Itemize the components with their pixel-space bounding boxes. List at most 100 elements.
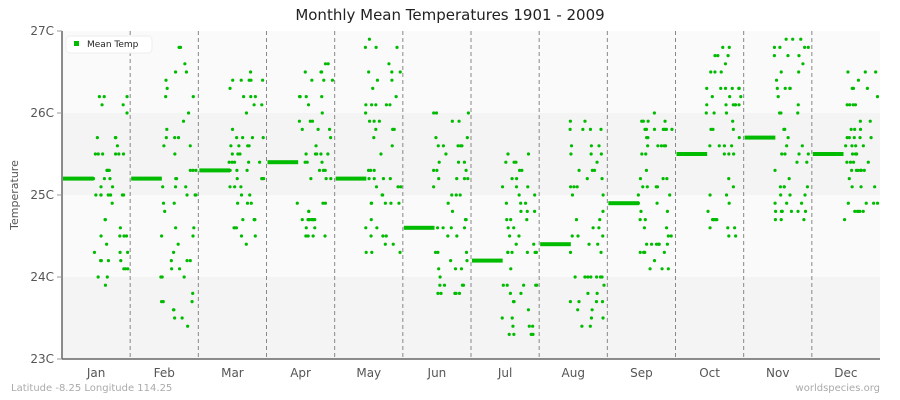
data-point <box>789 209 794 213</box>
data-point <box>856 78 861 82</box>
data-point <box>654 242 659 246</box>
data-point <box>730 86 734 90</box>
data-point <box>387 62 391 66</box>
data-point <box>850 168 854 172</box>
data-point <box>177 267 182 271</box>
data-point <box>845 103 849 107</box>
mean-line <box>131 176 162 181</box>
data-point <box>594 275 599 279</box>
data-point <box>441 144 445 148</box>
data-point <box>649 242 654 246</box>
data-point <box>858 136 862 140</box>
data-point <box>115 144 120 148</box>
data-point <box>323 168 327 172</box>
data-point <box>188 259 192 263</box>
data-point <box>190 300 194 304</box>
data-point <box>126 250 130 254</box>
data-point <box>654 185 658 189</box>
data-point <box>730 144 734 148</box>
data-point <box>527 324 531 328</box>
data-point <box>728 95 732 99</box>
data-point <box>309 177 313 181</box>
data-point <box>93 152 97 156</box>
data-point <box>391 242 395 246</box>
data-point <box>525 250 529 254</box>
data-point <box>665 209 670 213</box>
x-tick-label: Feb <box>154 366 175 380</box>
data-point <box>597 226 601 230</box>
data-point <box>370 250 374 254</box>
data-point <box>644 168 649 172</box>
data-point <box>585 177 589 181</box>
data-point <box>731 119 735 123</box>
mean-line <box>199 168 231 173</box>
data-point <box>239 193 244 197</box>
data-point <box>852 136 856 140</box>
data-point <box>117 152 121 156</box>
data-point <box>246 144 250 148</box>
data-point <box>392 127 396 131</box>
data-point <box>250 136 255 140</box>
data-point <box>315 152 319 156</box>
data-point <box>100 103 104 107</box>
y-tick-label: 25C <box>30 188 54 202</box>
data-point <box>796 103 800 107</box>
data-point <box>102 95 106 99</box>
data-point <box>390 144 394 148</box>
data-point <box>773 168 777 172</box>
data-point <box>161 300 165 304</box>
data-point <box>657 242 661 246</box>
data-point <box>364 250 368 254</box>
data-point <box>99 185 103 189</box>
data-point <box>875 201 880 205</box>
data-point <box>652 127 657 131</box>
data-point <box>394 95 398 99</box>
data-point <box>261 78 265 82</box>
data-point <box>310 119 315 123</box>
data-point <box>862 168 866 172</box>
data-point <box>803 209 808 213</box>
data-point <box>525 209 529 213</box>
data-point <box>848 103 852 107</box>
data-point <box>786 136 790 140</box>
chart-title: Monthly Mean Temperatures 1901 - 2009 <box>295 6 605 24</box>
data-point <box>169 259 173 263</box>
data-point <box>665 177 669 181</box>
data-point <box>783 127 787 131</box>
data-point <box>173 152 177 156</box>
data-point <box>727 201 731 205</box>
data-point <box>778 45 782 50</box>
data-point <box>599 152 603 156</box>
data-point <box>517 193 521 197</box>
data-point <box>570 193 575 197</box>
data-point <box>506 152 510 156</box>
data-point <box>723 86 728 90</box>
data-point <box>846 70 850 74</box>
data-point <box>662 250 666 254</box>
data-point <box>181 119 186 123</box>
data-point <box>783 86 787 90</box>
data-point <box>519 291 523 295</box>
data-point <box>121 152 126 156</box>
data-point <box>648 267 652 271</box>
data-point <box>444 152 448 156</box>
data-point <box>227 160 231 164</box>
data-point <box>726 54 730 58</box>
data-point <box>239 78 243 82</box>
data-point <box>642 226 647 230</box>
data-point <box>727 152 731 156</box>
data-point <box>306 103 311 107</box>
data-point <box>384 234 388 238</box>
data-point <box>574 218 579 222</box>
data-point <box>239 185 243 189</box>
data-point <box>646 136 650 140</box>
data-point <box>458 193 462 197</box>
data-point <box>372 119 376 123</box>
data-point <box>460 283 465 287</box>
data-point <box>669 234 673 238</box>
data-point <box>589 144 593 148</box>
data-point <box>600 275 604 279</box>
data-point <box>320 160 324 164</box>
data-point <box>785 144 789 148</box>
x-tick-label: Nov <box>766 366 789 380</box>
